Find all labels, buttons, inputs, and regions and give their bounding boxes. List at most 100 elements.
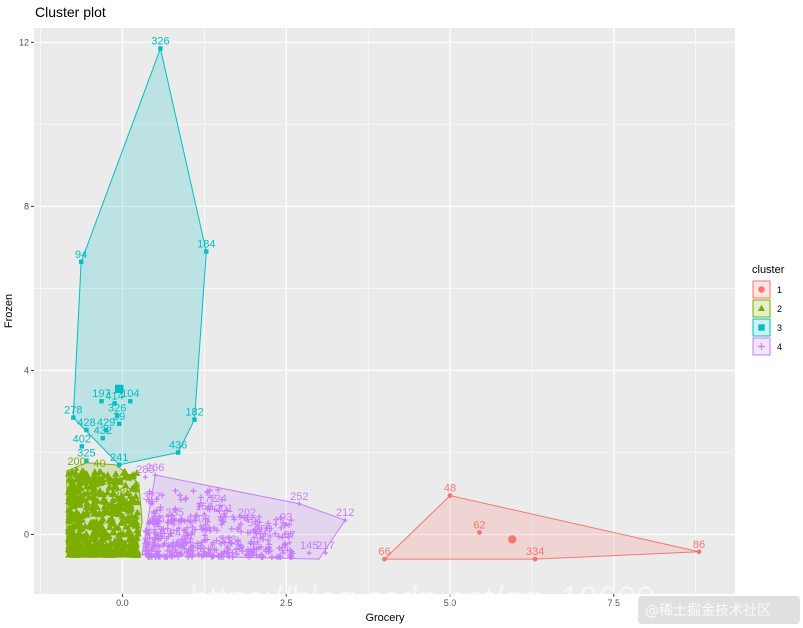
cluster-2-point [72, 471, 81, 479]
point-label: 377 [143, 491, 161, 503]
cluster-2-point [81, 522, 89, 530]
cluster-4-point [190, 488, 197, 495]
cluster-4-point [275, 553, 282, 560]
cluster-centroids [94, 384, 517, 544]
cluster-3-point [71, 415, 76, 420]
cluster-2-point [115, 477, 123, 485]
point-label: 72 [205, 493, 217, 505]
point-label: 326 [151, 36, 169, 48]
cluster-4-point [165, 513, 172, 520]
cluster-4-point [163, 535, 170, 542]
cluster-4-point [156, 523, 161, 529]
cluster-3-point [79, 444, 85, 449]
cluster-2-point [90, 509, 98, 517]
cluster-2-point [83, 472, 91, 480]
cluster-2-point [96, 486, 104, 494]
cluster-4-point [154, 542, 161, 549]
cluster-4-point [243, 551, 250, 558]
cluster-3-point [99, 399, 104, 404]
watermark-brand-bg [638, 596, 800, 624]
cluster-4-point [171, 552, 178, 559]
point-label: 86 [693, 539, 705, 551]
cluster-4-point [161, 540, 168, 547]
cluster-4-point [196, 503, 203, 510]
cluster-4-point [199, 538, 206, 545]
cluster-4-point [184, 532, 191, 539]
y-tick-label: 0 [24, 530, 29, 540]
cluster-2-point [80, 495, 88, 503]
cluster-2-point [133, 498, 142, 506]
cluster-4-point [244, 514, 251, 521]
cluster-2-point [79, 509, 87, 517]
cluster-2-point [127, 503, 135, 511]
cluster-4-point [165, 542, 172, 549]
cluster-4-point [197, 499, 204, 506]
x-tick-label: 5.0 [444, 598, 457, 608]
cluster-4-point [220, 519, 227, 526]
cluster-4-point [285, 533, 292, 540]
cluster-4-point [208, 494, 215, 501]
cluster-4-point [218, 503, 224, 509]
cluster-2-point [105, 516, 113, 524]
cluster-4-point [247, 540, 254, 547]
cluster-4-point [209, 541, 216, 548]
point-label: 393 [117, 497, 135, 509]
point-label: 202 [238, 507, 256, 519]
cluster-2-point [75, 500, 84, 508]
cluster-2-point [65, 475, 74, 483]
cluster-2-point [133, 508, 142, 516]
legend-title: cluster [752, 264, 785, 276]
cluster-4-point [265, 520, 272, 527]
cluster-4-centroid [187, 530, 196, 539]
cluster-2-point [133, 469, 141, 476]
point-label: 184 [197, 239, 215, 251]
cluster-4-point [157, 506, 164, 513]
cluster-2-point [105, 483, 114, 490]
cluster-2-point [72, 475, 81, 483]
cluster-4-point [251, 545, 258, 552]
cluster-4-point [201, 532, 208, 539]
cluster-1-point [477, 530, 482, 535]
point-label: 197 [92, 388, 110, 400]
cluster-4-point [233, 551, 240, 558]
cluster-2-point [130, 536, 138, 544]
cluster-3-point [103, 427, 109, 433]
cluster-2-point [83, 531, 91, 539]
cluster-3-point [158, 46, 163, 51]
point-label: 62 [473, 519, 485, 531]
cluster-3-point [115, 413, 120, 418]
point-label: 325 [77, 448, 95, 460]
cluster-4-point [287, 554, 294, 561]
cluster-4-point [228, 525, 235, 532]
point-label: 250 [254, 524, 272, 536]
cluster-4-point [172, 487, 179, 494]
cluster-3-point [175, 450, 181, 455]
cluster-2-point [123, 529, 132, 537]
cluster-2-point [119, 468, 128, 476]
cluster-4-point [262, 530, 269, 537]
chart-title: Cluster plot [35, 4, 106, 20]
cluster-2-point [77, 472, 86, 479]
cluster-3-point [78, 259, 84, 264]
point-label: 1 [70, 468, 76, 480]
cluster-2-centroid [94, 508, 105, 518]
cluster-2-point [65, 524, 74, 532]
point-label: 201 [215, 503, 233, 515]
cluster-4-point [201, 511, 207, 517]
cluster-4-point [202, 515, 209, 522]
point-label: 338 [218, 534, 236, 546]
cluster-4-point [238, 528, 245, 535]
cluster-4-point [204, 518, 211, 525]
cluster-4-point [167, 530, 174, 537]
cluster-4-point [267, 533, 274, 540]
cluster-4-point [256, 544, 263, 551]
legend-symbol-3 [758, 324, 765, 331]
cluster-4-point [256, 519, 263, 526]
cluster-4-point [169, 512, 176, 519]
cluster-2-point [103, 506, 111, 513]
cluster-4-point [216, 507, 223, 514]
point-label: 87 [283, 530, 295, 542]
cluster-4-point [156, 553, 163, 560]
cluster-1-point [382, 556, 387, 562]
cluster-4-point [187, 535, 194, 542]
